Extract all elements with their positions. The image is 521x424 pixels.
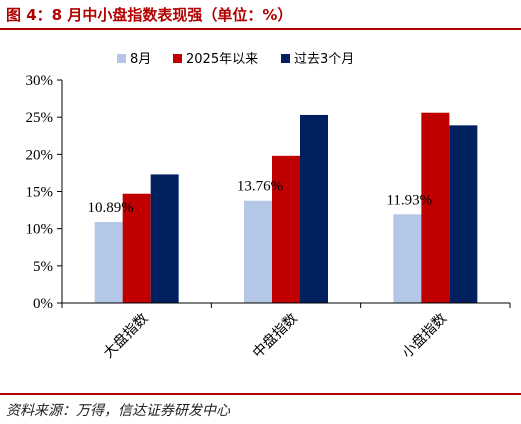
y-tick-label: 30%: [26, 73, 54, 89]
y-axis: 0% 5% 10% 15% 20% 25% 30%: [26, 73, 63, 312]
legend-swatch: [117, 54, 126, 63]
bar-chart: 8月 2025年以来 过去3个月 0% 5% 10% 15% 20% 25% 30% 10.89…: [26, 52, 511, 362]
source-bar: 资料来源：万得，信达证券研发中心: [0, 393, 521, 424]
legend-label: 2025年以来: [186, 52, 258, 67]
x-axis: 大盘指数 中盘指数 小盘指数: [61, 302, 511, 362]
bar-3-1: [150, 174, 179, 303]
chart-container: 8月 2025年以来 过去3个月 0% 5% 10% 15% 20% 25% 30% 10.89…: [0, 30, 521, 392]
bars-group: [94, 112, 478, 304]
y-tick-label: 15%: [26, 185, 54, 201]
data-label: 13.76%: [237, 179, 283, 195]
bar-2-2: [272, 155, 300, 303]
bar-2-1: [122, 193, 151, 303]
legend: 8月 2025年以来 过去3个月: [117, 52, 354, 67]
legend-swatch: [173, 54, 182, 63]
bar-3-2: [300, 114, 328, 303]
y-tick-label: 20%: [26, 147, 54, 163]
y-tick-label: 25%: [26, 110, 54, 126]
legend-label: 8月: [130, 52, 151, 67]
legend-swatch: [281, 54, 290, 63]
x-category-label: 小盘指数: [399, 310, 451, 362]
bar-1-2: [244, 200, 272, 303]
source-note: 资料来源：万得，信达证券研发中心: [6, 402, 230, 419]
bar-1-1: [94, 222, 123, 303]
y-tick-label: 0%: [33, 296, 53, 312]
legend-label: 过去3个月: [294, 52, 354, 67]
data-label: 10.89%: [88, 200, 134, 216]
y-tick-label: 10%: [26, 222, 54, 238]
x-category-label: 大盘指数: [100, 310, 152, 362]
y-tick-label: 5%: [33, 259, 53, 275]
data-labels-group: 10.89% 13.76% 11.93%: [88, 179, 433, 216]
x-category-label: 中盘指数: [249, 310, 301, 362]
bar-3-3: [449, 125, 478, 303]
bar-2-3: [421, 112, 450, 304]
figure-title: 图 4：8 月中小盘指数表现强（单位：%）: [6, 5, 293, 24]
data-label: 11.93%: [386, 192, 432, 208]
figure-title-bar: 图 4：8 月中小盘指数表现强（单位：%）: [0, 0, 521, 30]
bar-1-3: [393, 214, 422, 303]
